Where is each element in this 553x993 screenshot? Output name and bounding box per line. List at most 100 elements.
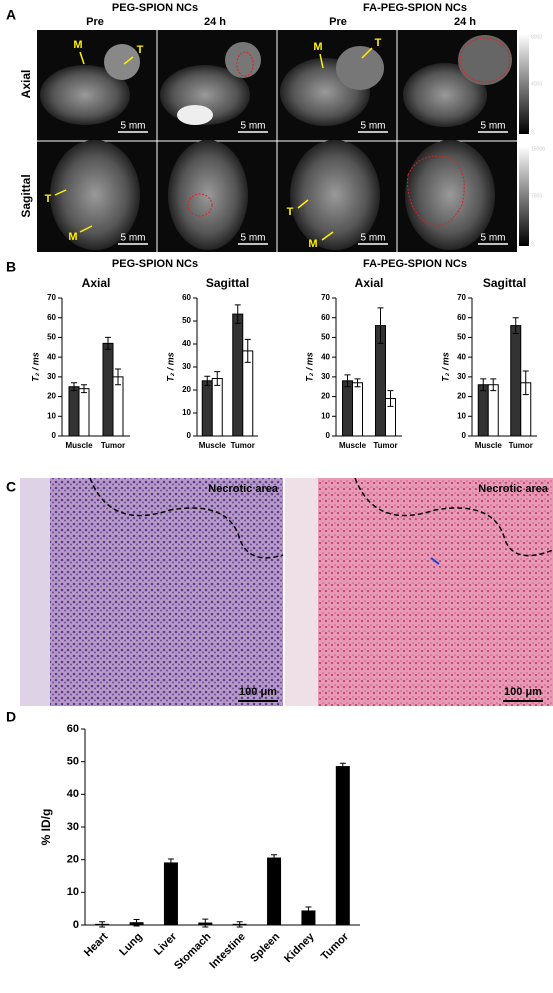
y-tick-label: 40 (67, 788, 79, 800)
y-axis-label: T₂ / ms (440, 352, 450, 381)
y-tick-label: 50 (182, 316, 191, 325)
y-tick-label: 30 (67, 821, 79, 833)
error-bar (387, 390, 394, 407)
y-tick-label: 30 (182, 362, 191, 371)
error-bar (271, 854, 278, 862)
group-header: FA-PEG-SPION NCs (363, 258, 467, 270)
bar (335, 766, 350, 926)
y-tick-label: 10 (182, 408, 191, 417)
bar (211, 378, 223, 437)
y-tick-label: 50 (67, 756, 79, 768)
y-tick-label: 70 (47, 293, 56, 302)
marker-label: M (73, 39, 82, 51)
y-tick-label: 20 (457, 392, 466, 401)
y-tick-label: 10 (67, 886, 79, 898)
y-tick-label: 0 (73, 919, 79, 931)
y-tick-label: 30 (457, 372, 466, 381)
scale-bar-label: 5 mm (481, 233, 506, 244)
y-tick-label: 50 (457, 333, 466, 342)
colorbar-label: 7500 (531, 193, 542, 199)
bar (352, 382, 363, 437)
y-tick-label: 50 (47, 333, 56, 342)
annotation: Necrotic area (478, 483, 549, 495)
scale-bar-label: 5 mm (121, 233, 146, 244)
marker-label: M (68, 231, 77, 243)
y-tick-label: 40 (182, 339, 191, 348)
bar (242, 350, 254, 437)
error-bar (244, 338, 251, 363)
bar (267, 857, 282, 926)
y-tick-label: 30 (321, 372, 330, 381)
scale-bar-label: 5 mm (361, 233, 386, 244)
y-tick-label: 20 (321, 392, 330, 401)
y-tick-label: 60 (321, 313, 330, 322)
x-tick-label: Tumor (509, 441, 533, 450)
y-tick-label: 60 (67, 723, 79, 735)
panel-label: B (6, 259, 16, 275)
marker-label: T (45, 193, 52, 205)
error-bar (167, 858, 174, 868)
y-tick-label: 10 (47, 411, 56, 420)
scale-bar-label: 5 mm (241, 121, 266, 132)
y-tick-label: 0 (462, 431, 467, 440)
x-tick-label: Heart (82, 930, 111, 959)
error-bar (234, 304, 241, 324)
y-tick-label: 0 (187, 431, 192, 440)
y-tick-label: 10 (321, 411, 330, 420)
chart-title: Axial (82, 276, 111, 290)
marker-label: T (375, 37, 382, 49)
x-tick-label: Intestine (207, 931, 247, 971)
y-tick-label: 20 (67, 854, 79, 866)
bar (232, 313, 244, 437)
y-tick-label: 0 (326, 431, 331, 440)
error-bar (522, 370, 529, 396)
scale-bar-label: 5 mm (361, 121, 386, 132)
x-tick-label: Muscle (199, 441, 227, 450)
mri-images (37, 30, 529, 252)
group-header: PEG-SPION NCs (112, 2, 198, 14)
y-axis-label: T₂ / ms (30, 352, 40, 381)
y-tick-label: 40 (457, 352, 466, 361)
colorbar-label: 4000 (531, 81, 542, 87)
x-tick-label: Tumor (231, 441, 255, 450)
x-tick-label: Tumor (373, 441, 397, 450)
x-tick-label: Stomach (172, 931, 214, 973)
error-bar (202, 918, 209, 928)
bar (112, 376, 124, 437)
error-bar (305, 906, 312, 916)
scale-bar-label: 100 μm (239, 686, 277, 698)
marker-label: T (287, 206, 294, 218)
error-bar (377, 307, 384, 344)
marker-label: M (308, 238, 317, 250)
error-bar (115, 368, 121, 386)
histology-images (20, 477, 553, 706)
error-bar (480, 378, 487, 392)
y-tick-label: 70 (457, 293, 466, 302)
timepoint-header: Pre (86, 16, 104, 28)
scale-bar-label: 5 mm (241, 233, 266, 244)
error-bar (105, 336, 111, 350)
error-bar (344, 374, 351, 388)
y-tick-label: 20 (47, 392, 56, 401)
chart-title: Axial (355, 276, 384, 290)
chart-title: Sagittal (206, 276, 249, 290)
view-label: Axial (19, 70, 33, 99)
panel-label: A (6, 7, 16, 23)
timepoint-header: Pre (329, 16, 347, 28)
error-bar (99, 921, 106, 928)
timepoint-header: 24 h (454, 16, 476, 28)
y-axis-label: % ID/g (39, 809, 53, 846)
marker-label: T (137, 44, 144, 56)
x-tick-label: Lung (117, 931, 144, 958)
error-bar (490, 378, 497, 392)
colorbar-label: 8000 (531, 34, 542, 40)
panel-label: D (6, 709, 16, 725)
y-tick-label: 60 (457, 313, 466, 322)
colorbar-label: 15000 (531, 146, 545, 152)
bar (163, 862, 178, 926)
error-bar (81, 384, 87, 394)
bar (201, 380, 213, 437)
error-bar (354, 378, 361, 388)
y-tick-label: 40 (321, 352, 330, 361)
error-bar (214, 371, 221, 386)
